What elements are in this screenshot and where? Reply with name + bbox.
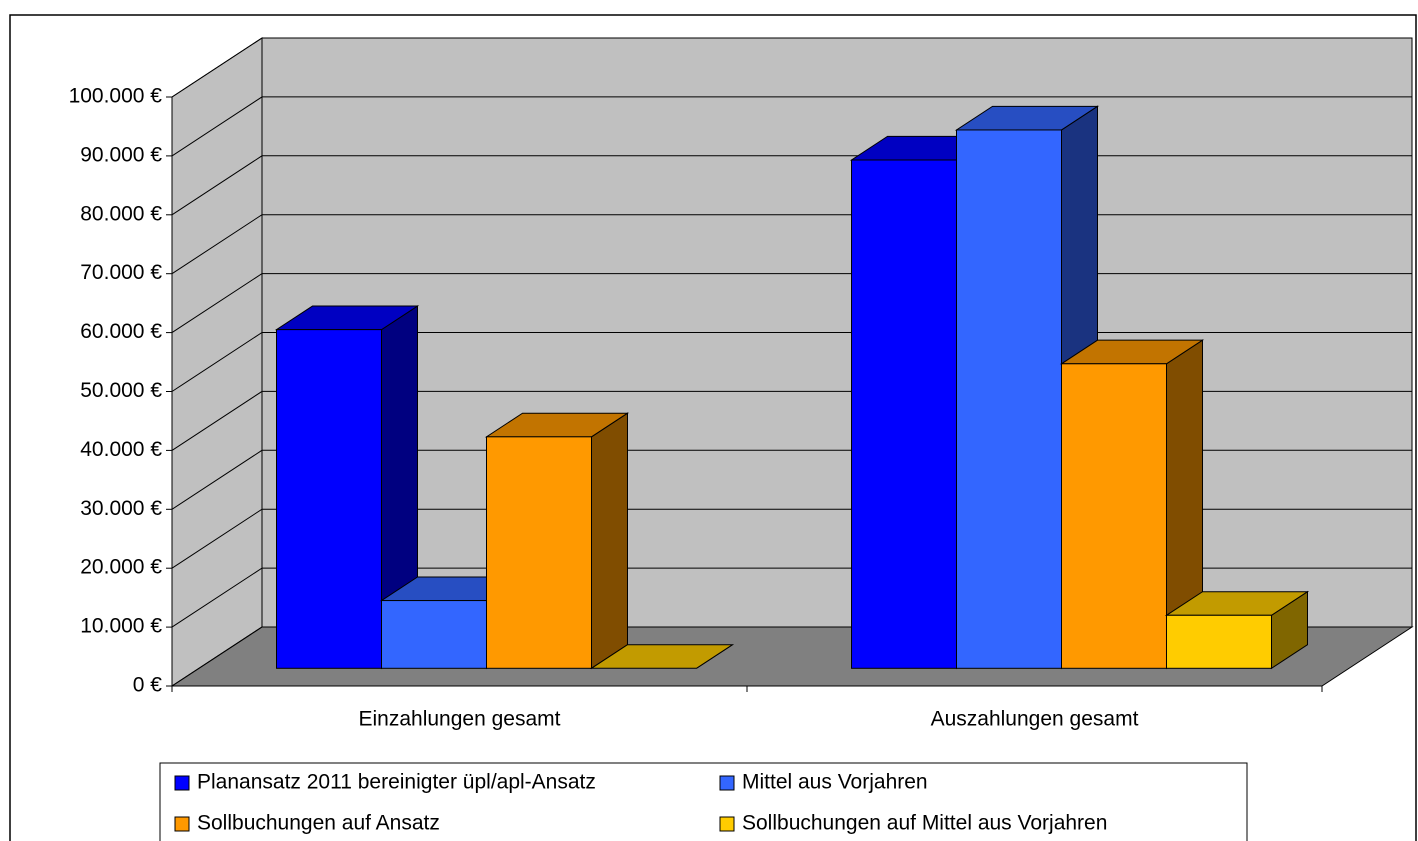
- y-tick-label: 80.000 €: [80, 202, 162, 225]
- bar: [589, 644, 735, 669]
- bar: [274, 305, 420, 670]
- legend-label: Planansatz 2011 bereinigter üpl/apl-Ansa…: [197, 771, 596, 794]
- legend-label: Mittel aus Vorjahren: [742, 771, 928, 794]
- y-tick-label: 60.000 €: [80, 320, 162, 343]
- bar-front: [1165, 614, 1272, 669]
- y-tick-label: 20.000 €: [80, 556, 162, 579]
- y-tick-label: 30.000 €: [80, 497, 162, 520]
- legend-swatch: [174, 775, 190, 791]
- legend-swatch: [719, 775, 735, 791]
- bar: [1164, 590, 1310, 670]
- y-tick-label: 100.000 €: [69, 85, 163, 108]
- bar: [484, 412, 630, 670]
- bar-front: [1061, 363, 1167, 669]
- bar: [1059, 339, 1205, 670]
- y-tick-label: 0 €: [133, 674, 163, 697]
- x-tick-label: Einzahlungen gesamt: [359, 708, 561, 731]
- y-tick-label: 10.000 €: [80, 615, 162, 638]
- grid-line: [171, 96, 1412, 157]
- bar-front: [956, 129, 1063, 669]
- y-tick-label: 50.000 €: [80, 379, 162, 402]
- legend-swatch: [174, 816, 190, 832]
- bar-side: [590, 412, 628, 670]
- grid-line: [171, 37, 1412, 98]
- x-tick-label: Auszahlungen gesamt: [931, 708, 1139, 731]
- bar-front: [851, 159, 958, 669]
- legend-box: [159, 762, 1248, 841]
- legend-swatch: [719, 816, 735, 832]
- bar-front: [486, 436, 592, 669]
- bar-front: [276, 329, 383, 669]
- bar-top: [589, 644, 735, 669]
- legend-label: Sollbuchungen auf Ansatz: [197, 812, 440, 835]
- y-tick-label: 90.000 €: [80, 143, 162, 166]
- bar-front: [381, 600, 488, 669]
- y-tick-label: 70.000 €: [80, 261, 162, 284]
- y-tick-label: 40.000 €: [80, 438, 162, 461]
- legend-label: Sollbuchungen auf Mittel aus Vorjahren: [742, 812, 1107, 835]
